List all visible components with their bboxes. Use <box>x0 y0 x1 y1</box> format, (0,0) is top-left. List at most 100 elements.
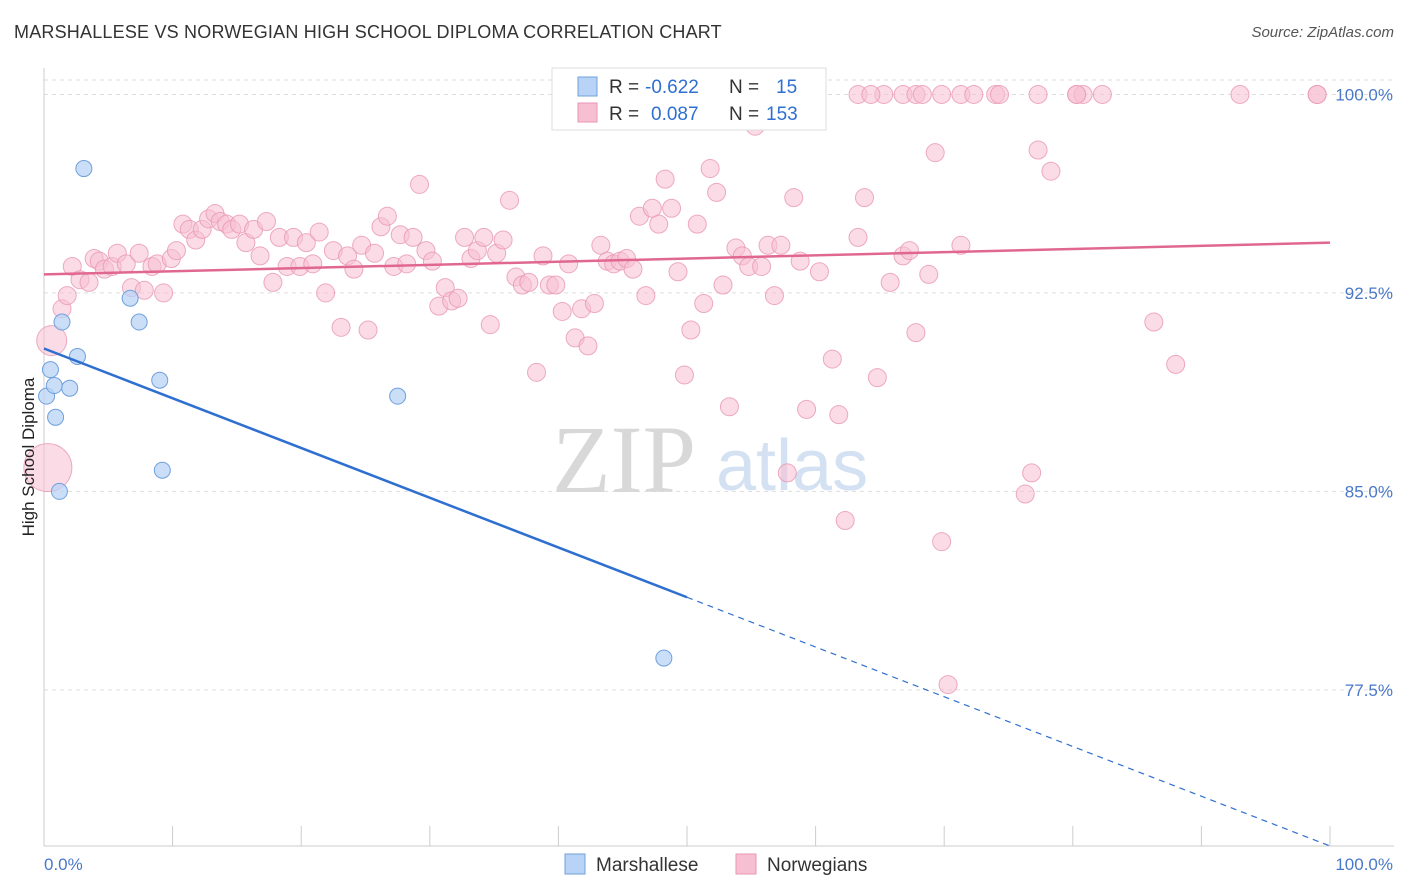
marshallese-point <box>45 377 63 395</box>
norwegians-point <box>422 251 442 271</box>
norwegians-point <box>591 235 611 255</box>
norwegians-point <box>296 233 316 253</box>
norwegians-point <box>1230 84 1250 104</box>
norwegians-point <box>707 182 727 202</box>
norwegians-point <box>23 443 73 493</box>
norwegians-point <box>1022 463 1042 483</box>
y-tick-label: 92.5% <box>1345 284 1393 303</box>
norwegians-point <box>500 190 520 210</box>
norwegians-point <box>649 214 669 234</box>
norwegians-point <box>989 84 1009 104</box>
norwegians-point <box>636 286 656 306</box>
norwegians-point <box>932 532 952 552</box>
x-axis-ticks <box>43 826 1331 846</box>
source-label: Source: ZipAtlas.com <box>1251 24 1394 41</box>
norwegians-point <box>527 362 547 382</box>
norwegians-point <box>519 272 539 292</box>
norwegians-point <box>1028 84 1048 104</box>
norwegians-point <box>764 286 784 306</box>
norwegians-point <box>578 336 598 356</box>
norwegians-point <box>1067 84 1087 104</box>
legend-r-label-2: R = <box>609 104 639 125</box>
legend-r-value-2: 0.087 <box>651 104 699 125</box>
norwegians-point <box>1028 140 1048 160</box>
legend-top-box <box>551 67 827 131</box>
norwegians-point <box>166 241 186 261</box>
norwegians-point <box>397 254 417 274</box>
norwegians-point <box>694 294 714 314</box>
legend-bottom-label-marshallese: Marshallese <box>596 855 698 876</box>
legend-bottom-label-norwegians: Norwegians <box>767 855 867 876</box>
marshallese-trend-extension <box>686 596 1331 847</box>
norwegians-point <box>1041 161 1061 181</box>
y-tick-label: 100.0% <box>1335 85 1393 104</box>
legend-bottom-swatch-marshallese <box>564 853 586 875</box>
norwegians-point <box>303 254 323 274</box>
norwegians-point <box>365 243 385 263</box>
legend-r-value-1: -0.622 <box>645 77 699 98</box>
norwegians-point <box>719 397 739 417</box>
norwegians-point <box>154 283 174 303</box>
norwegians-point <box>134 280 154 300</box>
norwegians-point <box>932 84 952 104</box>
norwegians-point <box>867 368 887 388</box>
chart-title: MARSHALLESE VS NORWEGIAN HIGH SCHOOL DIP… <box>14 22 722 42</box>
norwegians-point <box>906 323 926 343</box>
norwegians-point <box>655 169 675 189</box>
marshallese-point <box>130 313 148 331</box>
norwegians-point <box>835 511 855 531</box>
norwegians-point <box>854 188 874 208</box>
legend-bottom-swatch-norwegians <box>735 853 757 875</box>
norwegians-point <box>809 262 829 282</box>
norwegians-point <box>250 246 270 266</box>
norwegians-point <box>623 259 643 279</box>
marshallese-point <box>389 387 407 405</box>
norwegians-point <box>700 159 720 179</box>
norwegians-point <box>358 320 378 340</box>
marshallese-point <box>655 649 673 667</box>
norwegians-point <box>687 214 707 234</box>
norwegians-point <box>681 320 701 340</box>
norwegians-point <box>822 349 842 369</box>
norwegians-points <box>23 84 1327 695</box>
norwegians-point <box>546 275 566 295</box>
marshallese-point <box>47 408 65 426</box>
norwegians-point <box>474 227 494 247</box>
y-tick-label: 85.0% <box>1345 482 1393 501</box>
norwegians-point <box>925 143 945 163</box>
legend-n-value-2: 153 <box>766 104 798 125</box>
y-tick-label: 77.5% <box>1345 681 1393 700</box>
norwegians-point <box>309 222 329 242</box>
norwegians-point <box>559 254 579 274</box>
norwegians-point <box>662 198 682 218</box>
norwegians-point <box>493 230 513 250</box>
norwegians-point <box>1144 312 1164 332</box>
norwegians-point <box>1166 354 1186 374</box>
marshallese-point <box>151 371 169 389</box>
norwegians-point <box>129 243 149 263</box>
marshallese-point <box>50 482 68 500</box>
norwegians-point <box>377 206 397 226</box>
marshallese-point <box>41 361 59 379</box>
marshallese-point <box>153 461 171 479</box>
norwegians-point <box>57 286 77 306</box>
norwegians-point <box>938 675 958 695</box>
norwegians-point <box>79 272 99 292</box>
legend-r-label-1: R = <box>609 77 639 98</box>
norwegians-point <box>455 227 475 247</box>
legend-top: R = -0.622 N = 15 R = 0.087 N = 153 <box>551 67 827 131</box>
norwegians-point <box>713 275 733 295</box>
norwegians-point <box>668 262 688 282</box>
norwegians-point <box>480 315 500 335</box>
norwegians-point <box>951 235 971 255</box>
norwegians-point <box>899 241 919 261</box>
norwegians-point <box>752 256 772 276</box>
marshallese-point <box>53 313 71 331</box>
norwegians-point <box>410 174 430 194</box>
norwegians-point <box>674 365 694 385</box>
norwegians-trend-line <box>43 241 1331 276</box>
legend-swatch-norwegians <box>577 102 598 123</box>
y-axis-tick-labels: 77.5% 85.0% 92.5% 100.0% <box>1335 85 1393 699</box>
trend-lines <box>43 241 1331 847</box>
